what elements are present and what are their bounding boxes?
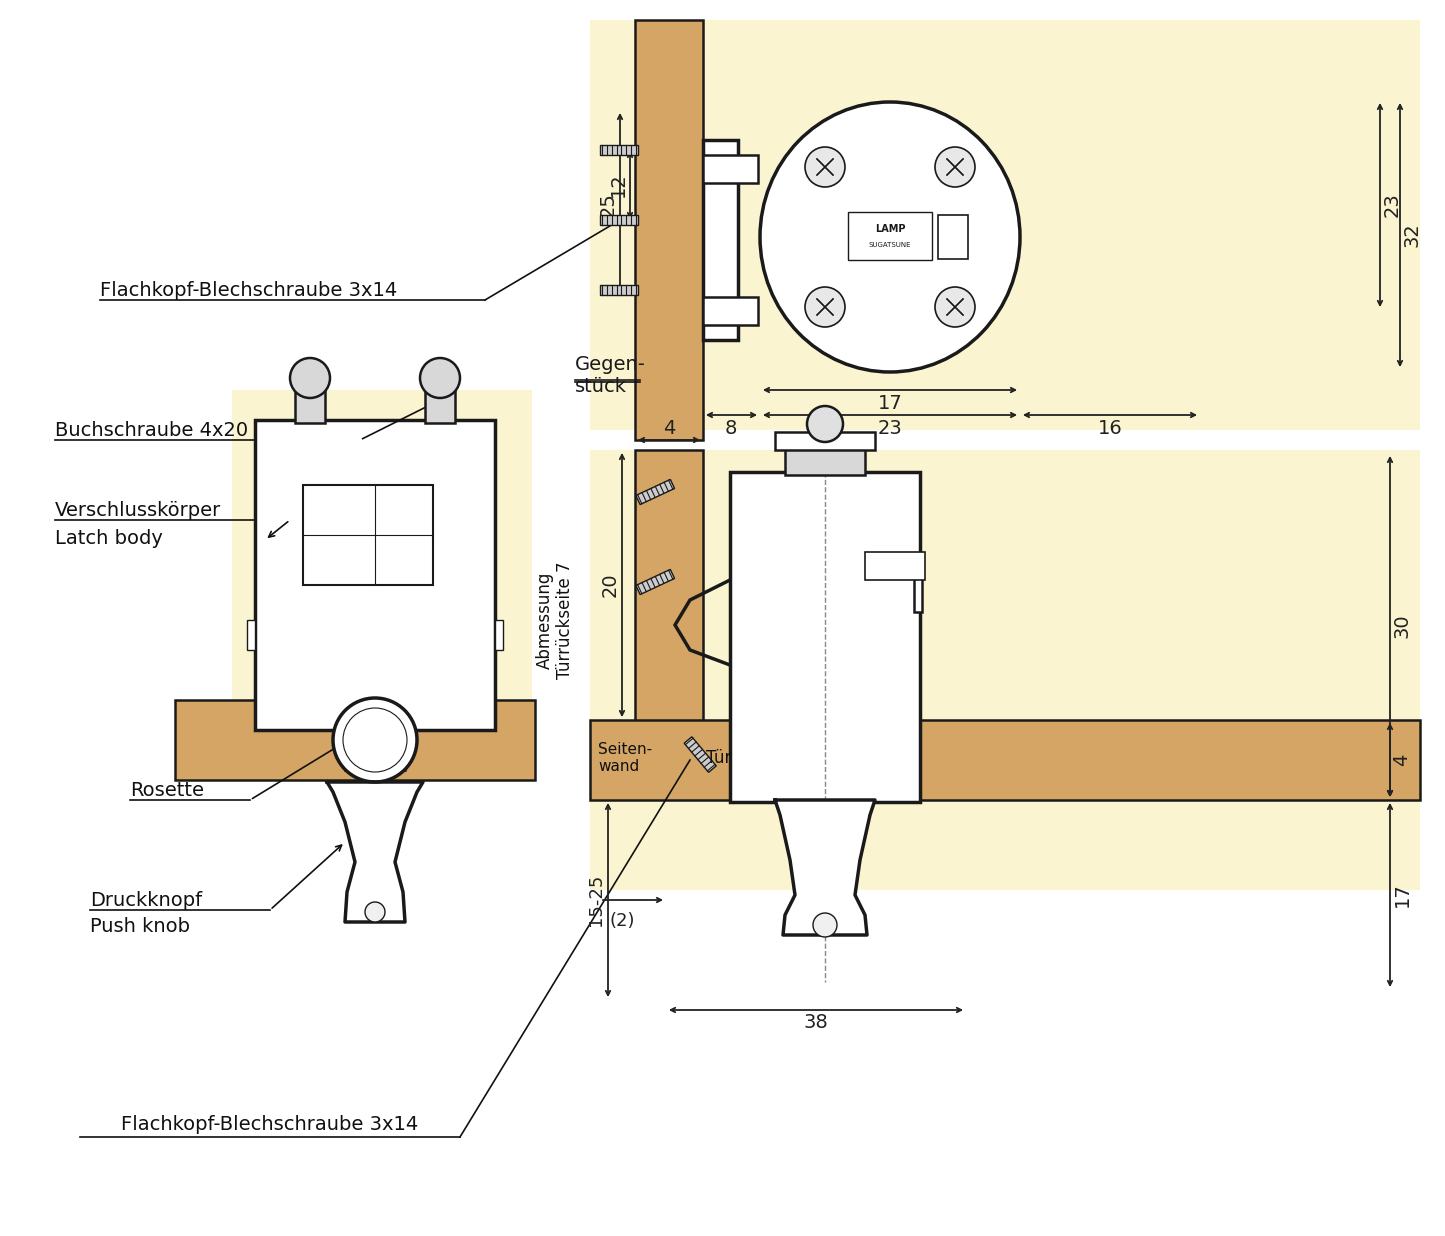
Circle shape (420, 358, 460, 398)
Circle shape (290, 358, 329, 398)
Circle shape (935, 147, 975, 187)
Text: Gegen-
stück: Gegen- stück (575, 355, 646, 396)
Text: Druckknopf: Druckknopf (90, 890, 202, 910)
Bar (590, 20, 1420, 430)
Circle shape (805, 147, 845, 187)
Polygon shape (600, 215, 639, 225)
Text: Seiten-
wand: Seiten- wand (598, 742, 652, 774)
Bar (704, 140, 738, 340)
Circle shape (366, 902, 384, 922)
Bar (866, 552, 925, 580)
Bar (634, 450, 704, 760)
Text: 25: 25 (598, 193, 617, 218)
Polygon shape (327, 782, 423, 922)
Text: Rosette: Rosette (130, 780, 204, 800)
Bar (785, 447, 866, 475)
Ellipse shape (760, 103, 1020, 372)
Polygon shape (600, 286, 639, 295)
Text: 16: 16 (1098, 419, 1123, 438)
Bar (345, 730, 405, 770)
Bar (590, 721, 1420, 800)
Polygon shape (775, 800, 876, 934)
Text: 17: 17 (1393, 883, 1412, 907)
Text: 12: 12 (608, 173, 627, 198)
Text: 20: 20 (601, 572, 620, 597)
Text: (2): (2) (610, 912, 634, 929)
Circle shape (805, 287, 845, 328)
Circle shape (814, 913, 837, 937)
Bar (915, 572, 922, 612)
Text: SUGATSUNE: SUGATSUNE (868, 242, 912, 248)
Circle shape (935, 287, 975, 328)
Circle shape (332, 698, 418, 782)
Text: 23: 23 (1383, 193, 1402, 218)
Text: 32: 32 (1403, 222, 1422, 247)
Text: Tür: Tür (707, 749, 731, 768)
Circle shape (342, 708, 407, 772)
Text: 23: 23 (877, 419, 902, 438)
Bar (425, 384, 455, 423)
Text: Push knob: Push knob (90, 917, 189, 936)
Bar (634, 20, 704, 440)
Bar (730, 472, 920, 802)
Polygon shape (600, 145, 639, 154)
Bar (704, 154, 759, 183)
Text: 17: 17 (877, 393, 902, 413)
Polygon shape (683, 737, 717, 772)
Text: Flachkopf-Blechschraube 3x14: Flachkopf-Blechschraube 3x14 (100, 281, 397, 299)
Bar (254, 420, 496, 730)
Bar (590, 450, 1420, 890)
Text: Verschlusskörper: Verschlusskörper (55, 501, 221, 519)
Polygon shape (636, 480, 675, 504)
Text: Abmessung
Türrückseite 7: Abmessung Türrückseite 7 (536, 561, 575, 679)
Circle shape (806, 405, 842, 442)
Text: 4: 4 (1393, 754, 1412, 766)
Bar (303, 485, 434, 585)
Bar (175, 700, 535, 780)
Bar (496, 620, 503, 650)
Text: 30: 30 (1393, 614, 1412, 638)
Text: 8: 8 (725, 419, 737, 438)
Bar (295, 384, 325, 423)
Bar (848, 213, 932, 260)
Bar (938, 215, 968, 260)
Text: 38: 38 (803, 1014, 828, 1032)
Text: Flachkopf-Blechschraube 3x14: Flachkopf-Blechschraube 3x14 (121, 1116, 419, 1135)
Text: Buchschraube 4x20: Buchschraube 4x20 (55, 420, 249, 440)
Bar (704, 297, 759, 325)
Text: Latch body: Latch body (55, 529, 163, 548)
Bar (247, 620, 254, 650)
Bar (233, 391, 532, 730)
Text: 4: 4 (663, 419, 675, 438)
Text: 15-25: 15-25 (587, 874, 605, 926)
Text: LAMP: LAMP (874, 224, 905, 234)
Polygon shape (636, 570, 675, 595)
Bar (775, 433, 876, 450)
